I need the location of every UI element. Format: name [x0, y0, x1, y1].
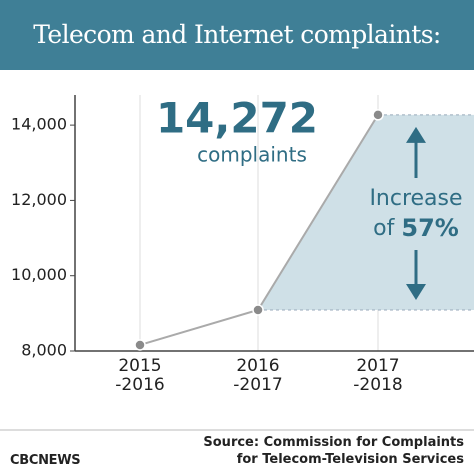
annotation: Increase	[369, 186, 462, 211]
annotation-value: 57%	[401, 214, 458, 242]
y-tick-label: 10,000	[11, 265, 67, 284]
value-label-caption: complaints	[197, 143, 307, 167]
point	[134, 339, 146, 351]
chart-title: Telecom and Internet complaints:	[33, 20, 441, 49]
y-tick-label: 14,000	[11, 115, 67, 134]
source: Source: Commission for Complaints for Te…	[203, 435, 464, 467]
value-label: 14,272	[156, 94, 318, 143]
arrow-head	[406, 283, 426, 300]
x-tick-label: 2016 -2017	[233, 356, 283, 395]
title-bar	[0, 0, 474, 70]
point	[372, 109, 384, 121]
annotation: of	[373, 216, 395, 241]
x-tick-label: 2017 -2018	[353, 356, 403, 395]
logo: CBCNEWS	[10, 453, 81, 468]
arrow-head	[406, 126, 426, 143]
x-tick-label: 2015 -2016	[115, 356, 165, 395]
y-tick-label: 12,000	[11, 190, 67, 209]
increase-area	[258, 114, 474, 310]
annotation: of 57%	[373, 214, 459, 242]
y-tick-label: 8,000	[21, 341, 67, 360]
point	[252, 304, 264, 316]
